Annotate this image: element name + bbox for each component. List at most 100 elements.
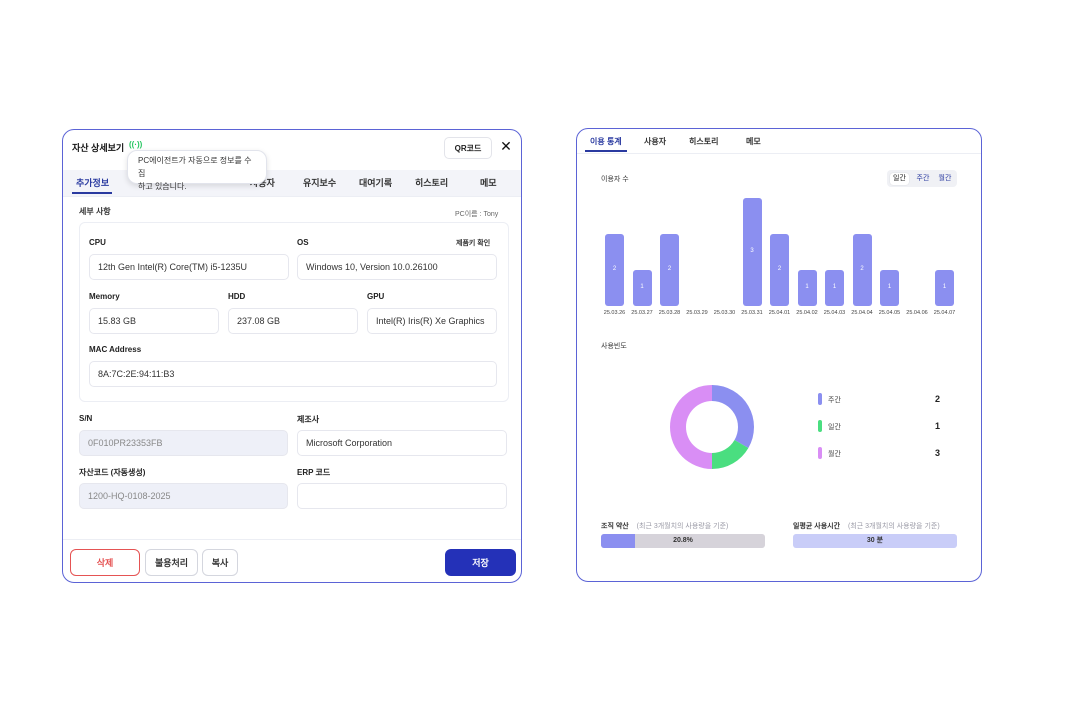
erp-field[interactable] [297,483,507,509]
date-tick-label: 25.03.28 [658,310,681,316]
bar-value-label: 2 [667,266,672,272]
bar-value-label: 1 [640,284,644,290]
bar-value-label: 1 [832,284,837,290]
legend-swatch [818,420,822,432]
bar-value-label: 1 [887,284,892,290]
bar-25.04.03 [825,270,844,306]
os-field[interactable]: Windows 10, Version 10.0.26100 [297,254,497,280]
rate-progress-fill [601,534,636,548]
agent-tooltip: PC에이전트가 자동으로 정보를 수집 하고 있습니다. [127,150,267,191]
legend-swatch [818,447,822,459]
rate-progress-bar: 20.8% [601,534,765,548]
bar-value-label: 2 [612,266,617,272]
legend-label: 주간 [828,397,841,404]
bar-25.03.28 [660,234,679,306]
date-tick-label: 25.04.07 [933,310,956,316]
avg-progress-bar: 30 분 [793,534,957,548]
users-count-label: 이용자 수 [601,176,629,183]
legend-value: 3 [935,448,941,458]
erp-label: ERP 코드 [297,468,331,477]
bar-25.04.05 [880,270,899,306]
tab-memo[interactable]: 메모 [746,137,761,146]
tooltip-line-1: PC에이전트가 자동으로 정보를 수집 [138,156,252,178]
date-tick-label: 25.04.06 [906,310,928,316]
bar-25.04.01 [770,234,789,306]
gpu-label: GPU [367,292,385,301]
save-button[interactable]: 저장 [445,549,516,576]
maker-label: 제조사 [297,415,320,424]
bar-25.04.04 [852,234,872,306]
memory-label: Memory [89,292,120,301]
donut-slice-주간 [712,385,754,448]
asset-detail-panel: 자산 상세보기 ((·)) QR코드 ✕ 추가정보 사용자 유지보수 대여기록 … [62,129,522,583]
maker-field[interactable]: Microsoft Corporation [297,430,507,456]
legend-swatch [818,393,822,405]
period-daily[interactable]: 일간 [890,173,909,185]
rate-note: (최근 3개월치의 사용량을 기준) [636,523,729,530]
license-check-link[interactable]: 제품키 확인 [456,240,491,247]
agent-signal-icon: ((·)) [129,140,143,149]
period-monthly[interactable]: 월간 [938,175,952,182]
os-label: OS [297,238,309,247]
rate-label: 조직 약산 (최근 3개월치의 사용량을 기준) [601,521,728,531]
sn-field: 0F010PR23353FB [79,430,288,456]
tooltip-line-2: 하고 있습니다. [138,182,187,191]
cpu-label: CPU [89,238,106,247]
donut-slice-월간 [670,385,712,469]
tab-history[interactable]: 히스토리 [415,178,449,188]
memory-field[interactable]: 15.83 GB [89,308,219,334]
tab-rental-log[interactable]: 대여기록 [359,178,393,188]
asset-code-field: 1200-HQ-0108-2025 [79,483,288,509]
frequency-label: 사용빈도 [601,343,627,350]
bar-value-label: 1 [942,284,947,290]
date-tick-label: 25.03.31 [741,310,763,316]
date-tick-label: 25.04.05 [878,310,901,316]
sn-label: S/N [79,414,93,423]
bar-value-label: 1 [805,284,809,290]
hdd-label: HDD [228,292,246,301]
section-label: 세부 사항 [79,207,111,216]
dispose-button[interactable]: 불용처리 [145,549,198,576]
hdd-field[interactable]: 237.08 GB [228,308,358,334]
date-tick-label: 25.04.02 [796,310,818,316]
bar-value-label: 2 [860,266,864,272]
tab-divider [577,153,981,154]
copy-button[interactable]: 복사 [202,549,238,576]
donut-slice-일간 [712,440,749,469]
avg-label-text: 일평균 사용시간 [793,523,841,530]
bar-25.03.31 [742,198,762,306]
mac-field[interactable]: 8A:7C:2E:94:11:B3 [89,361,497,387]
footer-divider [63,539,521,540]
cpu-field[interactable]: 12th Gen Intel(R) Core(TM) i5-1235U [89,254,289,280]
date-tick-label: 25.03.30 [713,310,736,316]
close-icon[interactable]: ✕ [500,137,512,154]
legend-value: 1 [935,421,941,431]
qr-code-button[interactable]: QR코드 [444,137,492,159]
period-weekly[interactable]: 주간 [916,175,930,182]
bar-value-label: 2 [777,266,782,272]
date-tick-label: 25.03.29 [686,310,708,316]
spec-box [79,222,509,402]
tab-usage-stats[interactable]: 이용 통계 [590,137,622,146]
page-title: 자산 상세보기 [72,143,125,153]
mac-label: MAC Address [89,345,142,354]
date-tick-label: 25.03.26 [603,310,626,316]
frequency-donut-chart [670,385,754,469]
legend-label: 일간 [828,424,841,431]
rate-value: 20.8% [673,537,693,544]
active-tab-indicator [72,192,112,194]
tab-memo[interactable]: 메모 [480,178,497,188]
tab-maintenance[interactable]: 유지보수 [303,178,337,188]
delete-button[interactable]: 삭제 [70,549,140,576]
tab-history[interactable]: 히스토리 [689,137,719,146]
rate-label-text: 조직 약산 [601,523,629,530]
date-tick-label: 25.04.04 [851,310,873,316]
avg-note: (최근 3개월치의 사용량을 기준) [847,523,940,530]
tab-additional-info[interactable]: 추가정보 [76,178,110,188]
tab-user[interactable]: 사용자 [250,178,275,188]
tab-users[interactable]: 사용자 [644,137,667,146]
gpu-field[interactable]: Intel(R) Iris(R) Xe Graphics [367,308,497,334]
date-tick-label: 25.03.27 [631,310,653,316]
date-tick-label: 25.04.01 [768,310,791,316]
bar-25.04.02 [797,270,817,306]
